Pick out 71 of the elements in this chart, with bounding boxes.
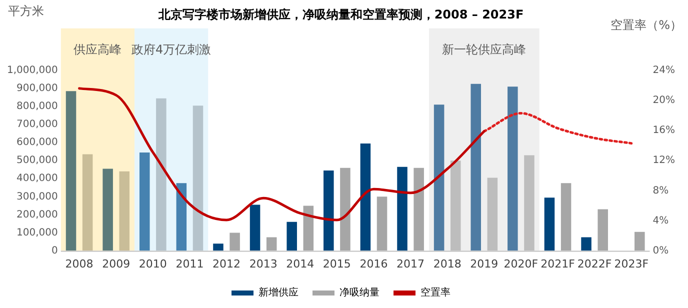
x-tick-label: 2020F bbox=[504, 257, 538, 270]
y2-tick-label: 16% bbox=[652, 125, 676, 136]
x-tick-label: 2022F bbox=[577, 257, 612, 270]
y-tick-label: 1,000,000 bbox=[6, 64, 58, 76]
line-series bbox=[78, 87, 486, 222]
bar bbox=[360, 143, 371, 251]
x-tick-label: 2014 bbox=[286, 257, 314, 270]
bar bbox=[376, 196, 388, 251]
bar bbox=[414, 168, 424, 251]
y-tick-label: 200,000 bbox=[16, 209, 58, 220]
bar bbox=[434, 104, 444, 251]
x-tick-label: 2008 bbox=[65, 257, 94, 270]
x-tick-label: 2018 bbox=[433, 257, 462, 270]
y2-tick-label: 8% bbox=[652, 185, 669, 196]
y2-tick-label: 20% bbox=[652, 95, 676, 106]
bar bbox=[397, 166, 408, 251]
x-tick-label: 2016 bbox=[360, 257, 388, 270]
bar bbox=[303, 206, 314, 251]
bar bbox=[581, 237, 592, 251]
x-tick-label: 2012 bbox=[212, 257, 241, 270]
x-tick-label: 2011 bbox=[176, 257, 204, 270]
bar bbox=[230, 232, 240, 251]
y-tick-label: 800,000 bbox=[16, 101, 58, 112]
x-tick-label: 2009 bbox=[102, 257, 130, 270]
legend-label: 空置率 bbox=[420, 286, 450, 299]
x-tick-label: 2023F bbox=[614, 257, 649, 270]
y-tick-label: 500,000 bbox=[16, 155, 58, 166]
y2-axis-title: 空置率（%） bbox=[610, 18, 682, 32]
bar bbox=[634, 232, 645, 251]
band-label: 供应高峰 bbox=[74, 42, 122, 57]
bar bbox=[139, 152, 150, 251]
band-label: 新一轮供应高峰 bbox=[442, 42, 526, 57]
bar bbox=[119, 171, 130, 251]
x-tick-label: 2017 bbox=[396, 257, 425, 270]
bar bbox=[176, 183, 187, 251]
bar bbox=[286, 222, 297, 251]
bar bbox=[560, 183, 572, 251]
y-tick-label: 900,000 bbox=[16, 83, 58, 94]
x-tick-label: 2013 bbox=[249, 257, 278, 270]
bar bbox=[508, 86, 518, 251]
y-tick-label: 100,000 bbox=[16, 227, 58, 238]
y2-tick-label: 12% bbox=[652, 155, 676, 166]
y-tick-label: 400,000 bbox=[16, 173, 58, 184]
x-tick-label: 2015 bbox=[322, 257, 351, 270]
band-label: 政府4万亿刺激 bbox=[131, 42, 212, 57]
x-tick-label: 2019 bbox=[470, 257, 498, 270]
bar bbox=[82, 154, 93, 251]
x-tick-label: 2021F bbox=[540, 257, 575, 270]
y-tick-label: 700,000 bbox=[16, 119, 58, 130]
bar bbox=[340, 168, 350, 251]
chart-title: 北京写字楼市场新增供应，净吸纳量和空置率预测，2008 – 2023F bbox=[157, 7, 524, 22]
bar bbox=[102, 168, 113, 251]
y-tick-label: 600,000 bbox=[16, 137, 58, 148]
x-tick-label: 2010 bbox=[138, 257, 167, 270]
bar bbox=[250, 204, 260, 251]
bar bbox=[544, 198, 555, 251]
bar bbox=[213, 244, 224, 251]
y-axis-title: 平方米 bbox=[8, 4, 44, 18]
bar bbox=[324, 170, 334, 251]
y2-tick-label: 24% bbox=[652, 64, 676, 76]
y-tick-label: 300,000 bbox=[16, 191, 58, 202]
bar bbox=[470, 84, 482, 251]
y2-tick-label: 0% bbox=[652, 245, 669, 256]
bar bbox=[598, 209, 608, 251]
legend-label: 新增供应 bbox=[258, 286, 298, 299]
y2-tick-label: 4% bbox=[652, 215, 669, 226]
bar bbox=[266, 237, 277, 251]
bar bbox=[66, 91, 76, 251]
line-series bbox=[482, 112, 633, 145]
y-tick-label: 0 bbox=[52, 245, 58, 256]
legend-label: 净吸纳量 bbox=[340, 286, 380, 299]
